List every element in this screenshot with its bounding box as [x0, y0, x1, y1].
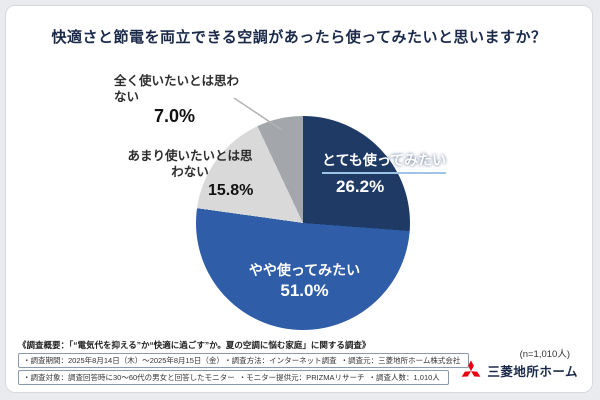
segment-label: やや使ってみたい	[248, 262, 361, 278]
survey-detail-item: ・調査元：三菱地所ホーム株式会社	[340, 356, 461, 365]
label-not-really: あまり使いたいとは思わない 15.8%	[124, 149, 256, 200]
logo-text: 三菱地所ホーム	[487, 364, 578, 379]
survey-detail-item: ・調査期間：2025年8月14日（木）〜2025年8月15日（金）	[23, 356, 221, 365]
label-not-at-all: 全く使いたいとは思わない 7.0%	[114, 74, 249, 127]
survey-detail-item: ・調査方法：インターネット調査	[224, 356, 337, 365]
survey-detail-item: ・モニター提供元：PRIZMAリサーチ	[238, 373, 365, 382]
infographic-card: 快適さと節電を両立できる空調があったら使ってみたいと思いますか？ 全く使いたいと…	[5, 5, 593, 393]
mitsubishi-diamonds-icon	[461, 360, 481, 377]
segment-label: あまり使いたいとは思わない	[127, 149, 253, 179]
survey-details-row-2: ・調査対象：調査回答時に30〜60代の男女と回答したモニター ・モニター提供元：P…	[18, 370, 449, 385]
mitsubishi-logo: 三菱地所ホーム	[460, 360, 578, 380]
pie-chart	[196, 116, 410, 330]
label-somewhat: やや使ってみたい 51.0%	[232, 262, 377, 300]
label-very-much: とても使ってみたい 26.2%	[322, 152, 447, 196]
survey-footer: 《調査概要：「“電気代を抑える”か“快適に過ごす”か。夏の空調に悩む家庭」に関す…	[18, 339, 488, 385]
segment-percent: 7.0%	[154, 106, 196, 127]
survey-details-row-1: ・調査期間：2025年8月14日（木）〜2025年8月15日（金） ・調査方法：イ…	[18, 353, 470, 368]
segment-label: とても使ってみたい	[322, 152, 447, 174]
segment-percent: 26.2%	[336, 176, 385, 196]
sample-size-note: (n=1,010人)	[519, 349, 570, 360]
survey-detail-item: ・調査対象：調査回答時に30〜60代の男女と回答したモニター	[23, 373, 235, 382]
segment-label: 全く使いたいとは思わない	[114, 74, 240, 104]
chart-title: 快適さと節電を両立できる空調があったら使ってみたいと思いますか？	[51, 29, 547, 46]
survey-detail-item: ・調査人数：1,010人	[368, 373, 440, 382]
segment-percent: 15.8%	[208, 182, 254, 200]
pie-chart-area: 全く使いたいとは思わない 7.0% あまり使いたいとは思わない 15.8% とて…	[6, 6, 592, 392]
survey-overview: 《調査概要：「“電気代を抑える”か“快適に過ごす”か。夏の空調に悩む家庭」に関す…	[18, 340, 371, 350]
segment-percent: 51.0%	[280, 280, 329, 300]
